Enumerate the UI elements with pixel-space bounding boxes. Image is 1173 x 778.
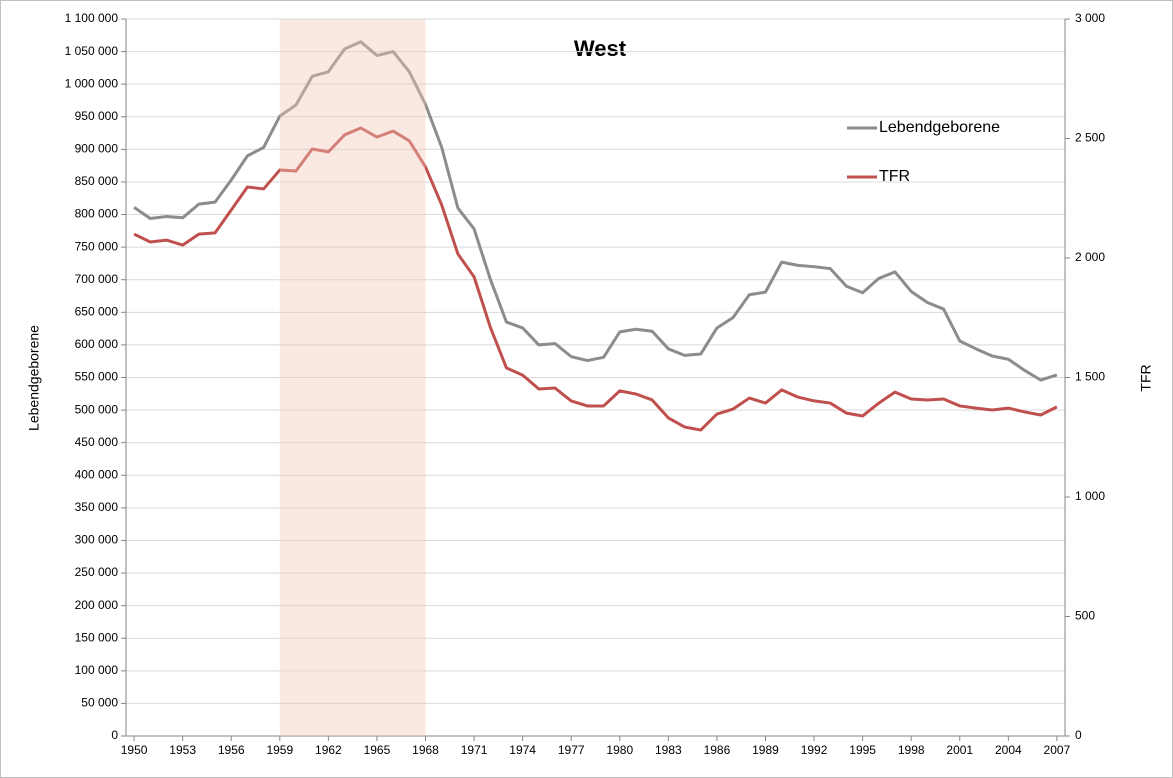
y2-axis-label: TFR (1138, 364, 1154, 391)
x-tick-label: 1980 (606, 743, 633, 757)
y-tick-label: 1 000 000 (65, 76, 119, 90)
highlight-band (279, 19, 426, 736)
x-tick-label: 1956 (218, 743, 245, 757)
x-tick-label: 1983 (655, 743, 682, 757)
x-tick-label: 1992 (801, 743, 828, 757)
y-tick-label: 300 000 (75, 533, 119, 547)
x-tick-label: 1965 (364, 743, 391, 757)
x-tick-label: 1995 (849, 743, 876, 757)
x-tick-label: 2001 (946, 743, 973, 757)
y-tick-label: 0 (111, 728, 118, 742)
y-tick-label: 1 100 000 (65, 11, 119, 25)
y-tick-label: 900 000 (75, 142, 119, 156)
y-tick-label: 750 000 (75, 239, 119, 253)
y-tick-label: 400 000 (75, 467, 119, 481)
line-series (133, 40, 1058, 382)
y-tick-label: 850 000 (75, 174, 119, 188)
y-tick-label: 150 000 (75, 630, 119, 644)
x-tick-label: 1959 (266, 743, 293, 757)
y-tick-label: 650 000 (75, 304, 119, 318)
y-tick-label: 200 000 (75, 598, 119, 612)
x-tick-label: 2007 (1044, 743, 1071, 757)
y2-tick-label: 3 000 (1075, 11, 1105, 25)
x-tick-label: 1971 (461, 743, 488, 757)
y-tick-label: 100 000 (75, 663, 119, 677)
x-tick-label: 2004 (995, 743, 1022, 757)
y-tick-label: 450 000 (75, 435, 119, 449)
y-tick-label: 1 050 000 (65, 44, 119, 58)
x-tick-label: 1986 (704, 743, 731, 757)
legend-label: TFR (879, 168, 910, 185)
y-tick-label: 600 000 (75, 337, 119, 351)
x-tick-label: 1950 (121, 743, 148, 757)
y2-tick-label: 1 000 (1075, 489, 1105, 503)
x-tick-label: 1962 (315, 743, 342, 757)
x-tick-label: 1998 (898, 743, 925, 757)
x-tick-label: 1953 (169, 743, 196, 757)
y2-tick-label: 2 000 (1075, 250, 1105, 264)
x-tick-label: 1977 (558, 743, 585, 757)
y-axis-label: Lebendgeborene (26, 325, 42, 431)
y2-tick-label: 2 500 (1075, 131, 1105, 145)
x-tick-label: 1989 (752, 743, 779, 757)
y-tick-label: 950 000 (75, 109, 119, 123)
y2-tick-label: 0 (1075, 728, 1082, 742)
y2-tick-label: 1 500 (1075, 370, 1105, 384)
y-tick-label: 50 000 (81, 696, 118, 710)
y-tick-label: 500 000 (75, 402, 119, 416)
y-tick-label: 350 000 (75, 500, 119, 514)
chart-title: West (574, 36, 627, 61)
y2-tick-label: 500 (1075, 609, 1095, 623)
y-tick-label: 550 000 (75, 370, 119, 384)
y-tick-label: 700 000 (75, 272, 119, 286)
x-tick-label: 1974 (509, 743, 536, 757)
y-tick-label: 800 000 (75, 207, 119, 221)
x-tick-label: 1968 (412, 743, 439, 757)
legend-label: Lebendgeborene (879, 119, 1000, 136)
line-series (133, 126, 1058, 432)
y-tick-label: 250 000 (75, 565, 119, 579)
